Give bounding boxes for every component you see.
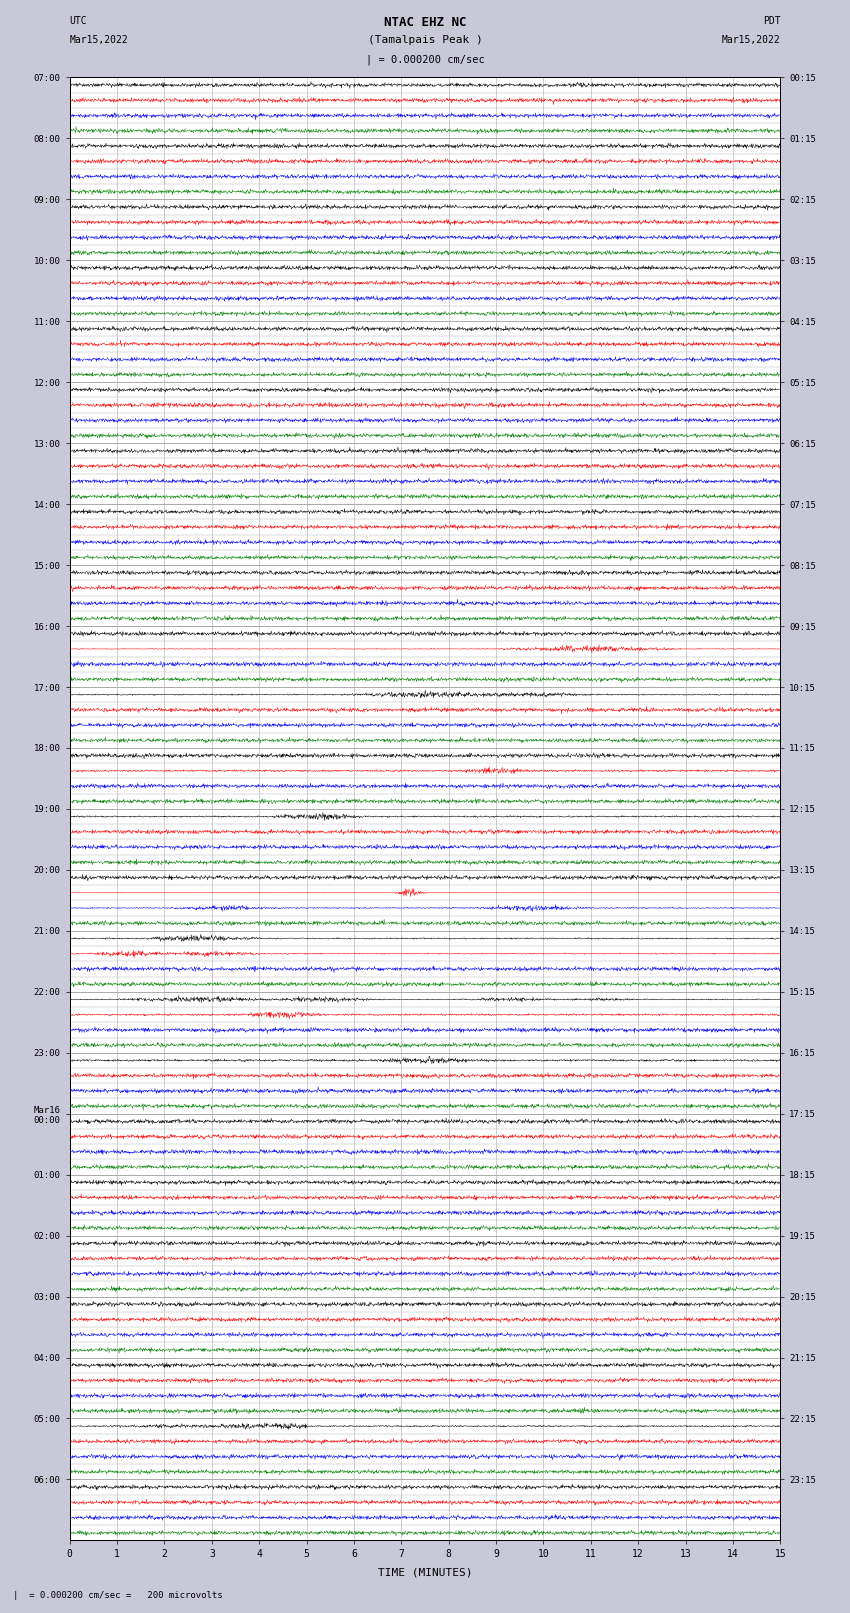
Text: NTAC EHZ NC: NTAC EHZ NC (383, 16, 467, 29)
Text: Mar15,2022: Mar15,2022 (722, 35, 780, 45)
Text: Mar15,2022: Mar15,2022 (70, 35, 128, 45)
Text: |  = 0.000200 cm/sec =   200 microvolts: | = 0.000200 cm/sec = 200 microvolts (13, 1590, 223, 1600)
Text: (Tamalpais Peak ): (Tamalpais Peak ) (367, 35, 483, 45)
Text: TIME (MINUTES): TIME (MINUTES) (377, 1568, 473, 1578)
Text: UTC: UTC (70, 16, 88, 26)
Text: | = 0.000200 cm/sec: | = 0.000200 cm/sec (366, 55, 484, 66)
Text: PDT: PDT (762, 16, 780, 26)
